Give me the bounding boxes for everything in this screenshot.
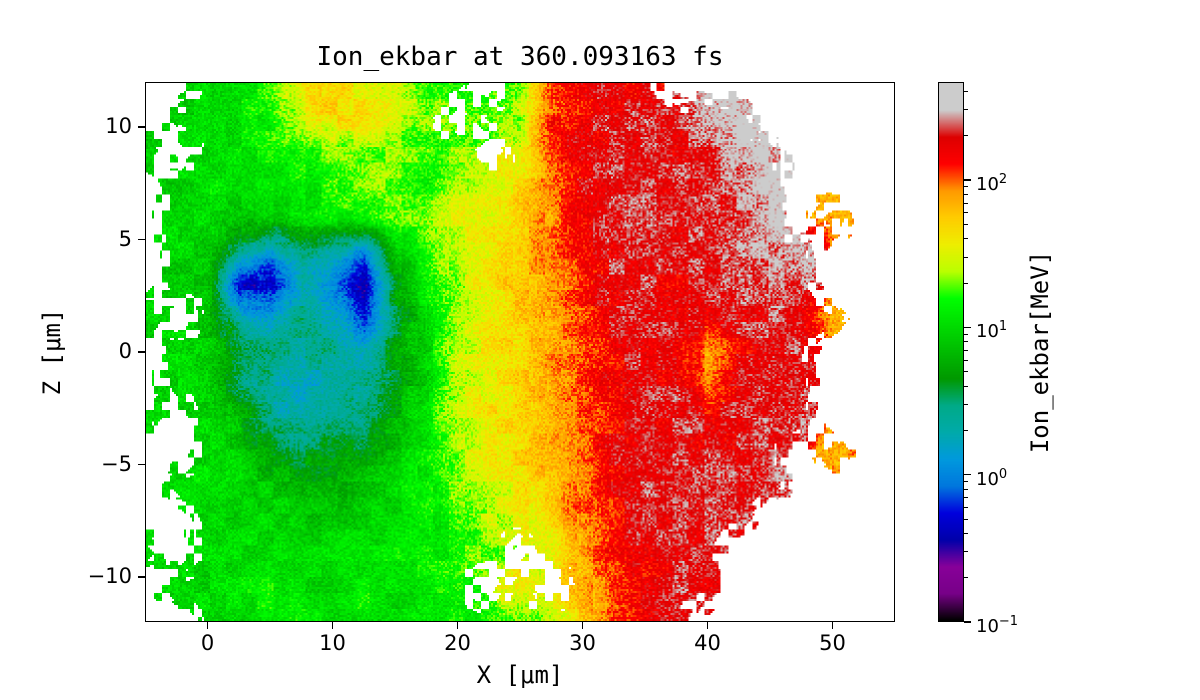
colorbar-minor-tick-mark [964,359,968,361]
x-tick-mark [831,622,834,629]
y-tick-label: 5 [118,226,132,251]
colorbar-minor-tick-mark [964,518,968,520]
colorbar-minor-tick-mark [964,429,968,431]
colorbar-tick-label: 100 [976,466,1008,490]
colorbar-minor-tick-mark [964,403,968,405]
y-tick-mark [138,126,145,128]
y-tick-mark [138,463,145,466]
colorbar-gradient-canvas [939,83,963,621]
x-axis-label: X [μm] [476,661,564,689]
x-tick-label: 10 [319,631,346,655]
colorbar-minor-tick-mark [964,193,968,195]
x-tick-mark [706,622,709,629]
colorbar-minor-tick-mark [964,212,968,214]
x-tick-mark [206,622,209,629]
colorbar [938,82,964,622]
colorbar-minor-tick-mark [964,224,968,226]
colorbar-minor-tick-mark [964,333,968,335]
heatmap-canvas [146,83,894,621]
x-tick-mark [581,622,584,629]
colorbar-minor-tick-mark [964,135,968,137]
x-tick-mark [456,622,459,629]
colorbar-minor-tick-mark [964,282,968,284]
colorbar-tick-mark [964,326,971,329]
y-tick-mark [138,351,145,353]
x-tick-label: 0 [200,631,215,655]
colorbar-minor-tick-mark [964,551,968,553]
colorbar-minor-tick-mark [964,371,968,373]
y-tick-mark [138,576,145,578]
y-axis-label: Z [μm] [38,308,66,396]
colorbar-minor-tick-mark [964,577,968,579]
y-tick-label: 10 [105,114,132,138]
x-tick-label: 20 [444,631,471,655]
x-tick-label: 40 [694,631,721,655]
x-tick-label: 30 [569,631,596,655]
colorbar-tick-label: 102 [976,172,1008,196]
colorbar-minor-tick-mark [964,238,968,240]
y-tick-label: −10 [87,564,132,588]
y-tick-mark [138,238,145,241]
colorbar-minor-tick-mark [964,497,968,499]
colorbar-minor-tick-mark [964,341,968,343]
colorbar-tick-label: 10−1 [976,614,1019,637]
colorbar-minor-tick-mark [964,349,968,351]
x-tick-label: 50 [819,631,846,655]
colorbar-minor-tick-mark [964,186,968,188]
chart-title: Ion_ekbar at 360.093163 fs [316,42,724,72]
colorbar-tick-mark [964,621,971,623]
y-tick-label: −5 [101,451,132,476]
colorbar-tick-mark [964,179,971,181]
colorbar-minor-tick-mark [964,256,968,258]
colorbar-tick-label: 101 [976,319,1008,343]
colorbar-minor-tick-mark [964,480,968,482]
colorbar-minor-tick-mark [964,385,968,387]
colorbar-minor-tick-mark [964,109,968,111]
colorbar-minor-tick-mark [964,202,968,204]
colorbar-minor-tick-mark [964,532,968,534]
colorbar-tick-mark [964,473,971,476]
colorbar-minor-tick-mark [964,506,968,508]
y-tick-label: 0 [118,339,132,363]
colorbar-minor-tick-mark [964,91,968,93]
colorbar-label: Ion_ekbar[MeV] [1026,250,1054,454]
x-tick-mark [331,622,334,629]
colorbar-minor-tick-mark [964,488,968,490]
plot-area [145,82,895,622]
